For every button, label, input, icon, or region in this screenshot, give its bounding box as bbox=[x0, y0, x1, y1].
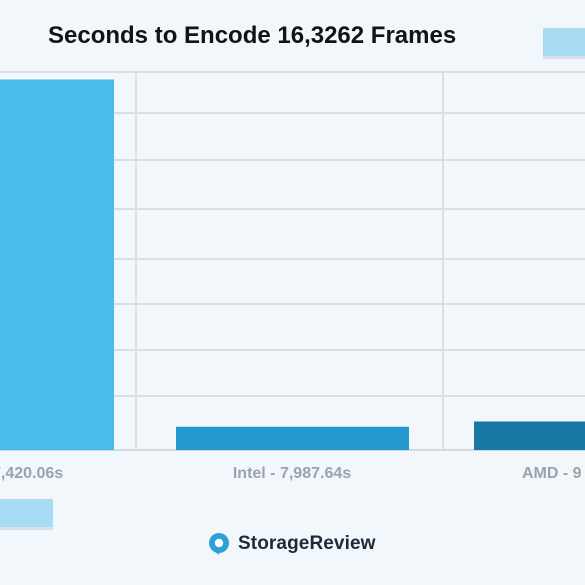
storagereview-logo-icon bbox=[209, 533, 229, 555]
brand-name: StorageReview bbox=[238, 533, 376, 554]
legend-swatch bbox=[543, 28, 585, 59]
legend-swatch-bottom bbox=[0, 499, 53, 530]
bar bbox=[474, 421, 585, 450]
brand-logo: StorageReview bbox=[207, 532, 376, 556]
bar bbox=[0, 79, 114, 450]
bar bbox=[176, 426, 409, 450]
x-tick-label: 7,420.06s bbox=[0, 465, 63, 482]
chart-title: Seconds to Encode 16,3262 Frames bbox=[48, 22, 457, 49]
x-tick-label: Intel - 7,987.64s bbox=[233, 465, 351, 482]
x-tick-label: AMD - 9 bbox=[522, 465, 582, 482]
